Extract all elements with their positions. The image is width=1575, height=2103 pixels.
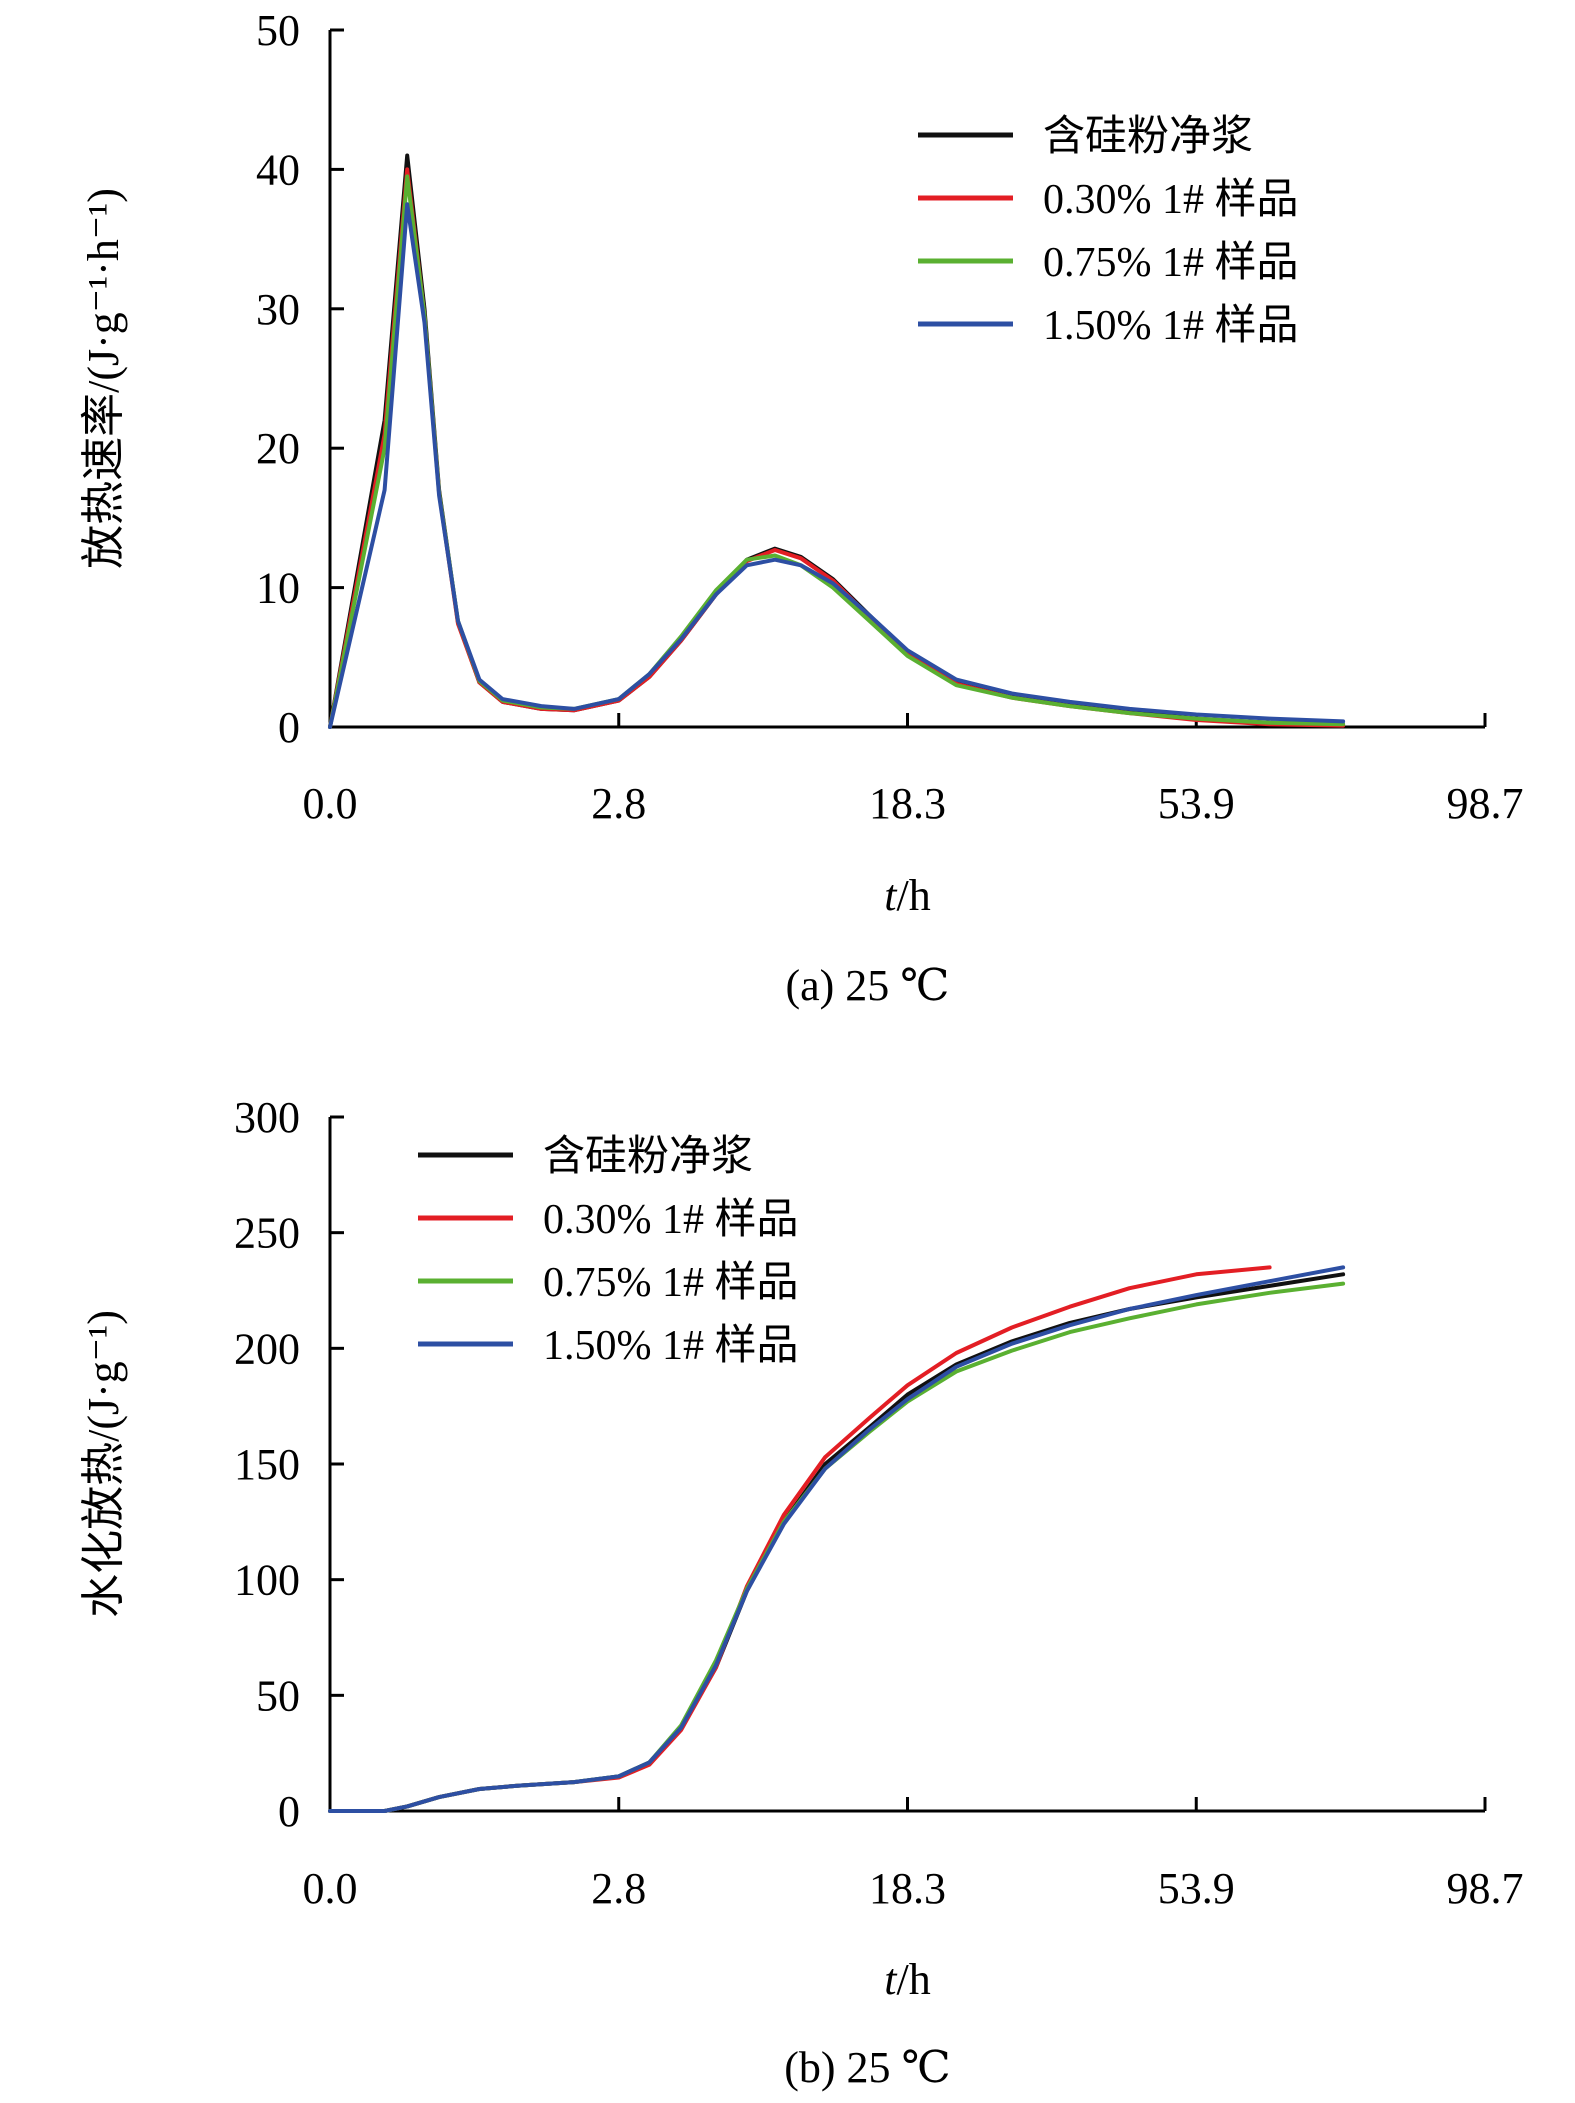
y-tick-label: 30 [256, 285, 300, 334]
series-line [328, 202, 1346, 729]
y-axis-title: 水化放热/(J·g⁻¹) [79, 1310, 128, 1618]
x-axis-title: t/h [884, 871, 930, 920]
y-tick-label: 50 [256, 1671, 300, 1720]
y-tick-label: 150 [234, 1440, 300, 1489]
legend-label: 含硅粉净浆 [1043, 114, 1253, 160]
y-tick-label: 40 [256, 145, 300, 194]
series-line [328, 1281, 1346, 1813]
x-tick-label: 0.0 [303, 779, 358, 828]
series-line [328, 1265, 1346, 1813]
y-tick-label: 20 [256, 424, 300, 473]
y-tick-label: 50 [256, 6, 300, 55]
y-axis-title: 放热速率/(J·g⁻¹·h⁻¹) [79, 188, 128, 569]
x-tick-label: 18.3 [869, 779, 946, 828]
series-line [328, 1272, 1346, 1813]
legend-label: 0.75% 1# 样品 [1043, 240, 1299, 286]
x-tick-label: 53.9 [1158, 1864, 1235, 1913]
y-tick-label: 10 [256, 564, 300, 613]
x-tick-label: 2.8 [591, 779, 646, 828]
x-tick-label: 2.8 [591, 1864, 646, 1913]
y-tick-label: 0 [278, 1787, 300, 1836]
series-line [328, 1265, 1272, 1813]
legend-label: 0.30% 1# 样品 [1043, 177, 1299, 223]
panel-caption: (b) 25 ℃ [784, 2043, 951, 2092]
x-axis-title: t/h [884, 1955, 930, 2004]
panel-caption: (a) 25 ℃ [785, 961, 949, 1010]
x-tick-label: 98.7 [1447, 779, 1524, 828]
legend-label: 1.50% 1# 样品 [1043, 303, 1299, 349]
y-tick-label: 300 [234, 1093, 300, 1142]
legend-label: 0.75% 1# 样品 [543, 1260, 799, 1306]
legend-label: 含硅粉净浆 [543, 1134, 753, 1180]
y-tick-label: 0 [278, 703, 300, 752]
legend-label: 1.50% 1# 样品 [543, 1323, 799, 1369]
legend-label: 0.30% 1# 样品 [543, 1197, 799, 1243]
y-tick-label: 250 [234, 1209, 300, 1258]
x-tick-label: 0.0 [303, 1864, 358, 1913]
x-tick-label: 98.7 [1447, 1864, 1524, 1913]
x-tick-label: 18.3 [869, 1864, 946, 1913]
x-tick-label: 53.9 [1158, 779, 1235, 828]
y-tick-label: 200 [234, 1324, 300, 1373]
y-tick-label: 100 [234, 1556, 300, 1605]
